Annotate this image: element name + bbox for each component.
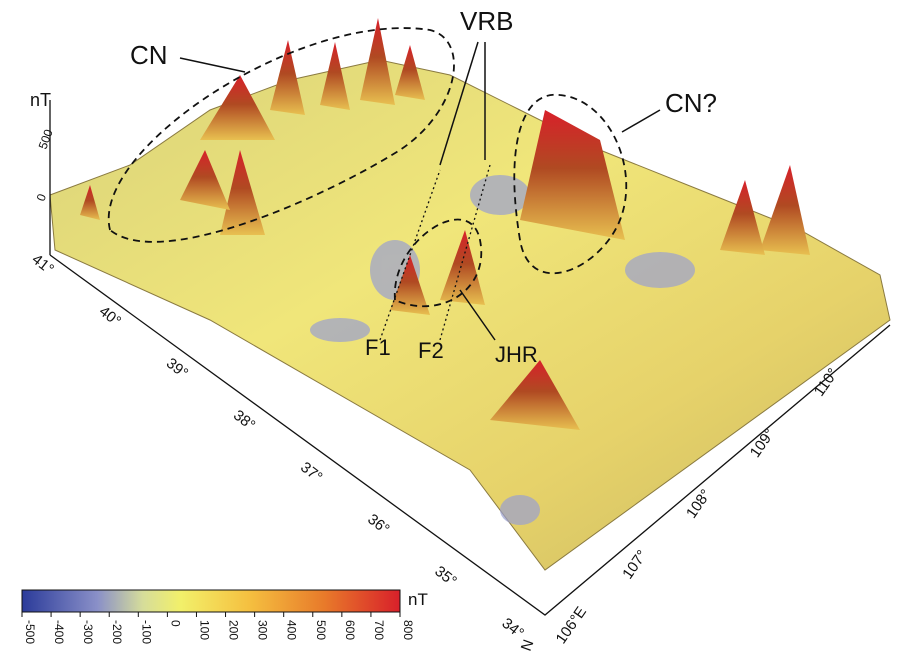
colorbar-tick-label: -200 xyxy=(110,620,124,644)
colorbar-label: nT xyxy=(408,590,428,609)
colorbar-tick-label: 500 xyxy=(314,620,328,640)
colorbar xyxy=(22,590,400,612)
colorbar-tick-label: 800 xyxy=(401,620,415,640)
label-f2: F2 xyxy=(418,338,444,363)
label-f1: F1 xyxy=(365,335,391,360)
colorbar-tick-label: 300 xyxy=(256,620,270,640)
latitude-tick: 38° xyxy=(230,407,258,434)
colorbar-tick-label: 0 xyxy=(168,620,182,627)
colorbar-tick-label: -300 xyxy=(81,620,95,644)
latitude-tick: 41° xyxy=(29,251,57,278)
latitude-tick: 37° xyxy=(297,459,325,486)
colorbar-tick-label: 700 xyxy=(372,620,386,640)
label-vrb: VRB xyxy=(460,6,513,36)
longitude-tick: 108° xyxy=(683,486,715,521)
longitude-tick: 106°E xyxy=(553,604,590,647)
latitude-tick: 39° xyxy=(163,355,191,382)
label-cn: CN xyxy=(130,40,168,70)
vertical-tick: 0 xyxy=(34,192,50,203)
colorbar-tick-label: -100 xyxy=(139,620,153,644)
colorbar-tick-label: 400 xyxy=(285,620,299,640)
label-jhr: JHR xyxy=(495,342,538,367)
label-cn-question: CN? xyxy=(665,88,717,118)
latitude-unit: N xyxy=(518,637,538,653)
vertical-axis-label: nT xyxy=(30,90,51,110)
colorbar-tick-label: 100 xyxy=(197,620,211,640)
map-figure: CN VRB CN? F1 F2 JHR nT 500 0 N nT 41° 40… xyxy=(0,0,904,656)
colorbar-tick-label: -400 xyxy=(52,620,66,644)
latitude-tick: 36° xyxy=(364,511,392,538)
vertical-tick: 500 xyxy=(36,127,56,151)
longitude-tick: 109° xyxy=(747,426,779,461)
latitude-tick: 40° xyxy=(96,303,124,330)
latitude-tick: 35° xyxy=(431,563,459,590)
colorbar-tick-label: 200 xyxy=(227,620,241,640)
longitude-tick: 107° xyxy=(619,547,651,582)
colorbar-tick-label: 600 xyxy=(343,620,357,640)
surface xyxy=(50,60,890,570)
colorbar-tick-label: -500 xyxy=(23,620,37,644)
